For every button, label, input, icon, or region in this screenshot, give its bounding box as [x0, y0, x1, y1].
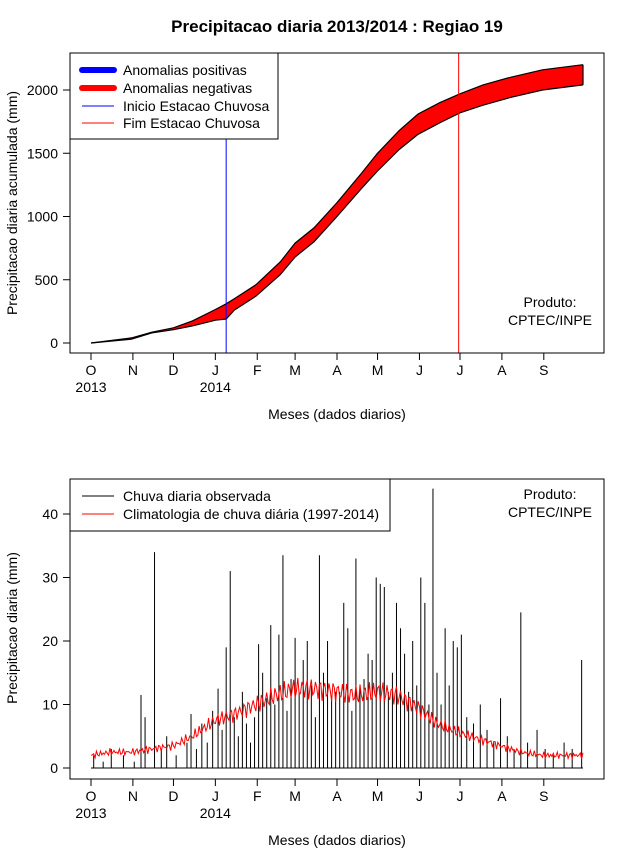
- top-y-tick-label-4: 2000: [27, 82, 58, 98]
- legend-entry-climatology: Climatologia de chuva diária (1997-2014): [123, 506, 379, 522]
- top-y-axis-label: Precipitacao diaria acumulada (mm): [4, 91, 20, 315]
- chart-title: Precipitacao diaria 2013/2014 : Regiao 1…: [171, 17, 503, 36]
- legend-entry-positive: Anomalias positivas: [123, 62, 247, 78]
- bottom-y-tick-label-3: 30: [42, 570, 58, 586]
- bottom-credit-line-2: CPTEC/INPE: [508, 504, 592, 520]
- bottom-legend-box: [69, 478, 391, 532]
- bottom-x-tick-label-5: M: [289, 788, 301, 804]
- bottom-x-axis-label: Meses (dados diarios): [268, 832, 406, 848]
- top-legend: Anomalias positivas Anomalias negativas …: [69, 52, 279, 140]
- top-y-tick-label-1: 500: [35, 272, 59, 288]
- legend-entry-observed: Chuva diaria observada: [123, 488, 271, 504]
- legend-entry-season-start: Inicio Estacao Chuvosa: [123, 98, 270, 114]
- bottom-x-axis: O N D J F M A M J J A S 2013 2014: [75, 778, 548, 821]
- top-x-tick-label-0: O: [86, 362, 97, 378]
- bottom-year-label-0: 2013: [75, 805, 106, 821]
- top-x-tick-label-4: F: [253, 362, 262, 378]
- bottom-y-tick-label-0: 0: [50, 760, 58, 776]
- top-year-label-0: 2013: [75, 379, 106, 395]
- anomaly-area-group: [91, 64, 583, 343]
- legend-entry-negative: Anomalias negativas: [123, 80, 252, 96]
- bottom-x-tick-label-11: S: [539, 788, 548, 804]
- top-x-tick-label-2: D: [168, 362, 178, 378]
- bottom-x-tick-label-9: J: [457, 788, 464, 804]
- top-y-tick-label-0: 0: [50, 335, 58, 351]
- top-x-tick-label-9: J: [457, 362, 464, 378]
- bottom-y-axis-label: Precipitacao diaria (mm): [4, 552, 20, 704]
- top-year-label-1: 2014: [200, 379, 231, 395]
- bottom-y-axis: 0 10 20 30 40: [42, 506, 71, 776]
- climatology-daily-line: [90, 677, 584, 761]
- climatology-line-group: [90, 677, 584, 761]
- bottom-y-tick-label-1: 10: [42, 697, 58, 713]
- top-x-tick-label-10: A: [497, 362, 507, 378]
- climatology-cumulative-line: [90, 64, 584, 344]
- negative-anomaly-area: [91, 64, 583, 343]
- top-x-axis-label: Meses (dados diarios): [268, 406, 406, 422]
- top-y-axis: 0 500 1000 1500 2000: [27, 82, 71, 351]
- bottom-x-tick-label-0: O: [86, 788, 97, 804]
- bottom-x-tick-label-1: N: [128, 788, 138, 804]
- top-x-tick-label-3: J: [212, 362, 219, 378]
- bottom-x-tick-label-2: D: [168, 788, 178, 804]
- top-x-tick-label-8: J: [416, 362, 423, 378]
- bottom-x-tick-label-8: J: [416, 788, 423, 804]
- bottom-y-tick-label-4: 40: [42, 506, 58, 522]
- bottom-y-tick-label-2: 20: [42, 633, 58, 649]
- top-x-tick-label-5: M: [289, 362, 301, 378]
- bottom-x-tick-label-7: M: [372, 788, 384, 804]
- top-x-axis: O N D J F M A M J J A S 2013 2014: [75, 352, 548, 395]
- bottom-year-label-1: 2014: [200, 805, 231, 821]
- bottom-legend: Chuva diaria observada Climatologia de c…: [69, 478, 391, 532]
- top-y-tick-label-2: 1000: [27, 209, 58, 225]
- top-y-tick-label-3: 1500: [27, 145, 58, 161]
- top-x-tick-label-1: N: [128, 362, 138, 378]
- top-x-tick-label-11: S: [539, 362, 548, 378]
- bottom-credit-line-1: Produto:: [524, 486, 577, 502]
- observed-cumulative-line: [90, 84, 584, 344]
- bottom-x-tick-label-4: F: [253, 788, 262, 804]
- top-credit-line-2: CPTEC/INPE: [508, 312, 592, 328]
- cumulative-lines-group: [90, 64, 584, 344]
- top-x-tick-label-7: M: [372, 362, 384, 378]
- bottom-x-tick-label-3: J: [212, 788, 219, 804]
- bottom-x-tick-label-10: A: [497, 788, 507, 804]
- bottom-x-tick-label-6: A: [332, 788, 342, 804]
- legend-entry-season-end: Fim Estacao Chuvosa: [123, 115, 260, 131]
- top-credit-line-1: Produto:: [524, 294, 577, 310]
- top-x-tick-label-6: A: [332, 362, 342, 378]
